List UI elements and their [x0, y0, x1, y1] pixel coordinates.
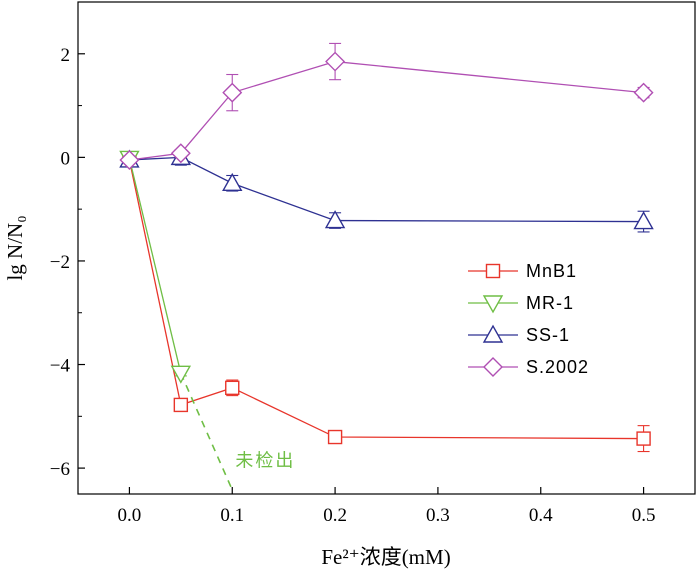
legend-entry: SS-1 [468, 324, 570, 345]
data-point [119, 149, 140, 170]
data-point [225, 380, 240, 396]
series-layer [119, 42, 654, 491]
legend-label: MnB1 [526, 261, 577, 281]
data-point [325, 51, 346, 72]
legend-entry: MR-1 [468, 293, 574, 314]
y-tick-label: −6 [50, 459, 70, 480]
x-tick-label: 0.1 [220, 505, 244, 526]
x-axis-label: Fe²⁺浓度(mM) [321, 545, 450, 569]
axis-ticks: 0.0 0.1 0.2 0.3 0.4 0.5 −6 −4 −2 0 2 [50, 45, 656, 526]
series-s-2002 [119, 42, 654, 170]
plot-frame [77, 1, 696, 495]
y-axis-label: lg N/N₀ [3, 215, 27, 280]
x-tick-label: 0.0 [118, 505, 142, 526]
annotation-not-detected: 未检出 [235, 451, 295, 472]
data-point [636, 431, 651, 446]
series-mr-1 [119, 150, 233, 491]
legend-marker [483, 357, 503, 377]
data-point [170, 143, 191, 164]
legend-entry: MnB1 [468, 261, 577, 281]
legend-entry: S.2002 [468, 357, 589, 377]
x-tick-label: 0.2 [323, 505, 347, 526]
series-line [129, 60, 644, 161]
series-line [128, 158, 182, 374]
data-point [222, 82, 243, 103]
data-point [170, 365, 192, 384]
data-point [327, 429, 343, 445]
data-point [222, 172, 243, 191]
legend-label: SS-1 [526, 325, 570, 345]
series-dashed-extension [180, 373, 233, 491]
data-point [633, 82, 654, 103]
legend-label: S.2002 [526, 357, 589, 377]
legend-label: MR-1 [526, 293, 574, 313]
y-tick-label: 2 [61, 45, 71, 66]
legend-marker [482, 324, 504, 343]
x-tick-label: 0.4 [529, 505, 553, 526]
series-ss-1 [119, 146, 654, 233]
x-tick-label: 0.3 [426, 505, 450, 526]
data-point [633, 211, 654, 230]
y-tick-label: −2 [50, 252, 70, 273]
legend: MnB1 MR-1 SS-1 S.2002 [468, 261, 589, 377]
x-tick-label: 0.5 [632, 505, 656, 526]
data-point [324, 210, 346, 229]
series-line [129, 156, 644, 223]
y-tick-label: 0 [61, 148, 71, 169]
y-tick-label: −4 [50, 356, 71, 377]
legend-marker [482, 295, 504, 314]
legend-marker [485, 263, 501, 279]
data-point [173, 397, 189, 413]
annotation-layer: 未检出 [235, 451, 295, 472]
